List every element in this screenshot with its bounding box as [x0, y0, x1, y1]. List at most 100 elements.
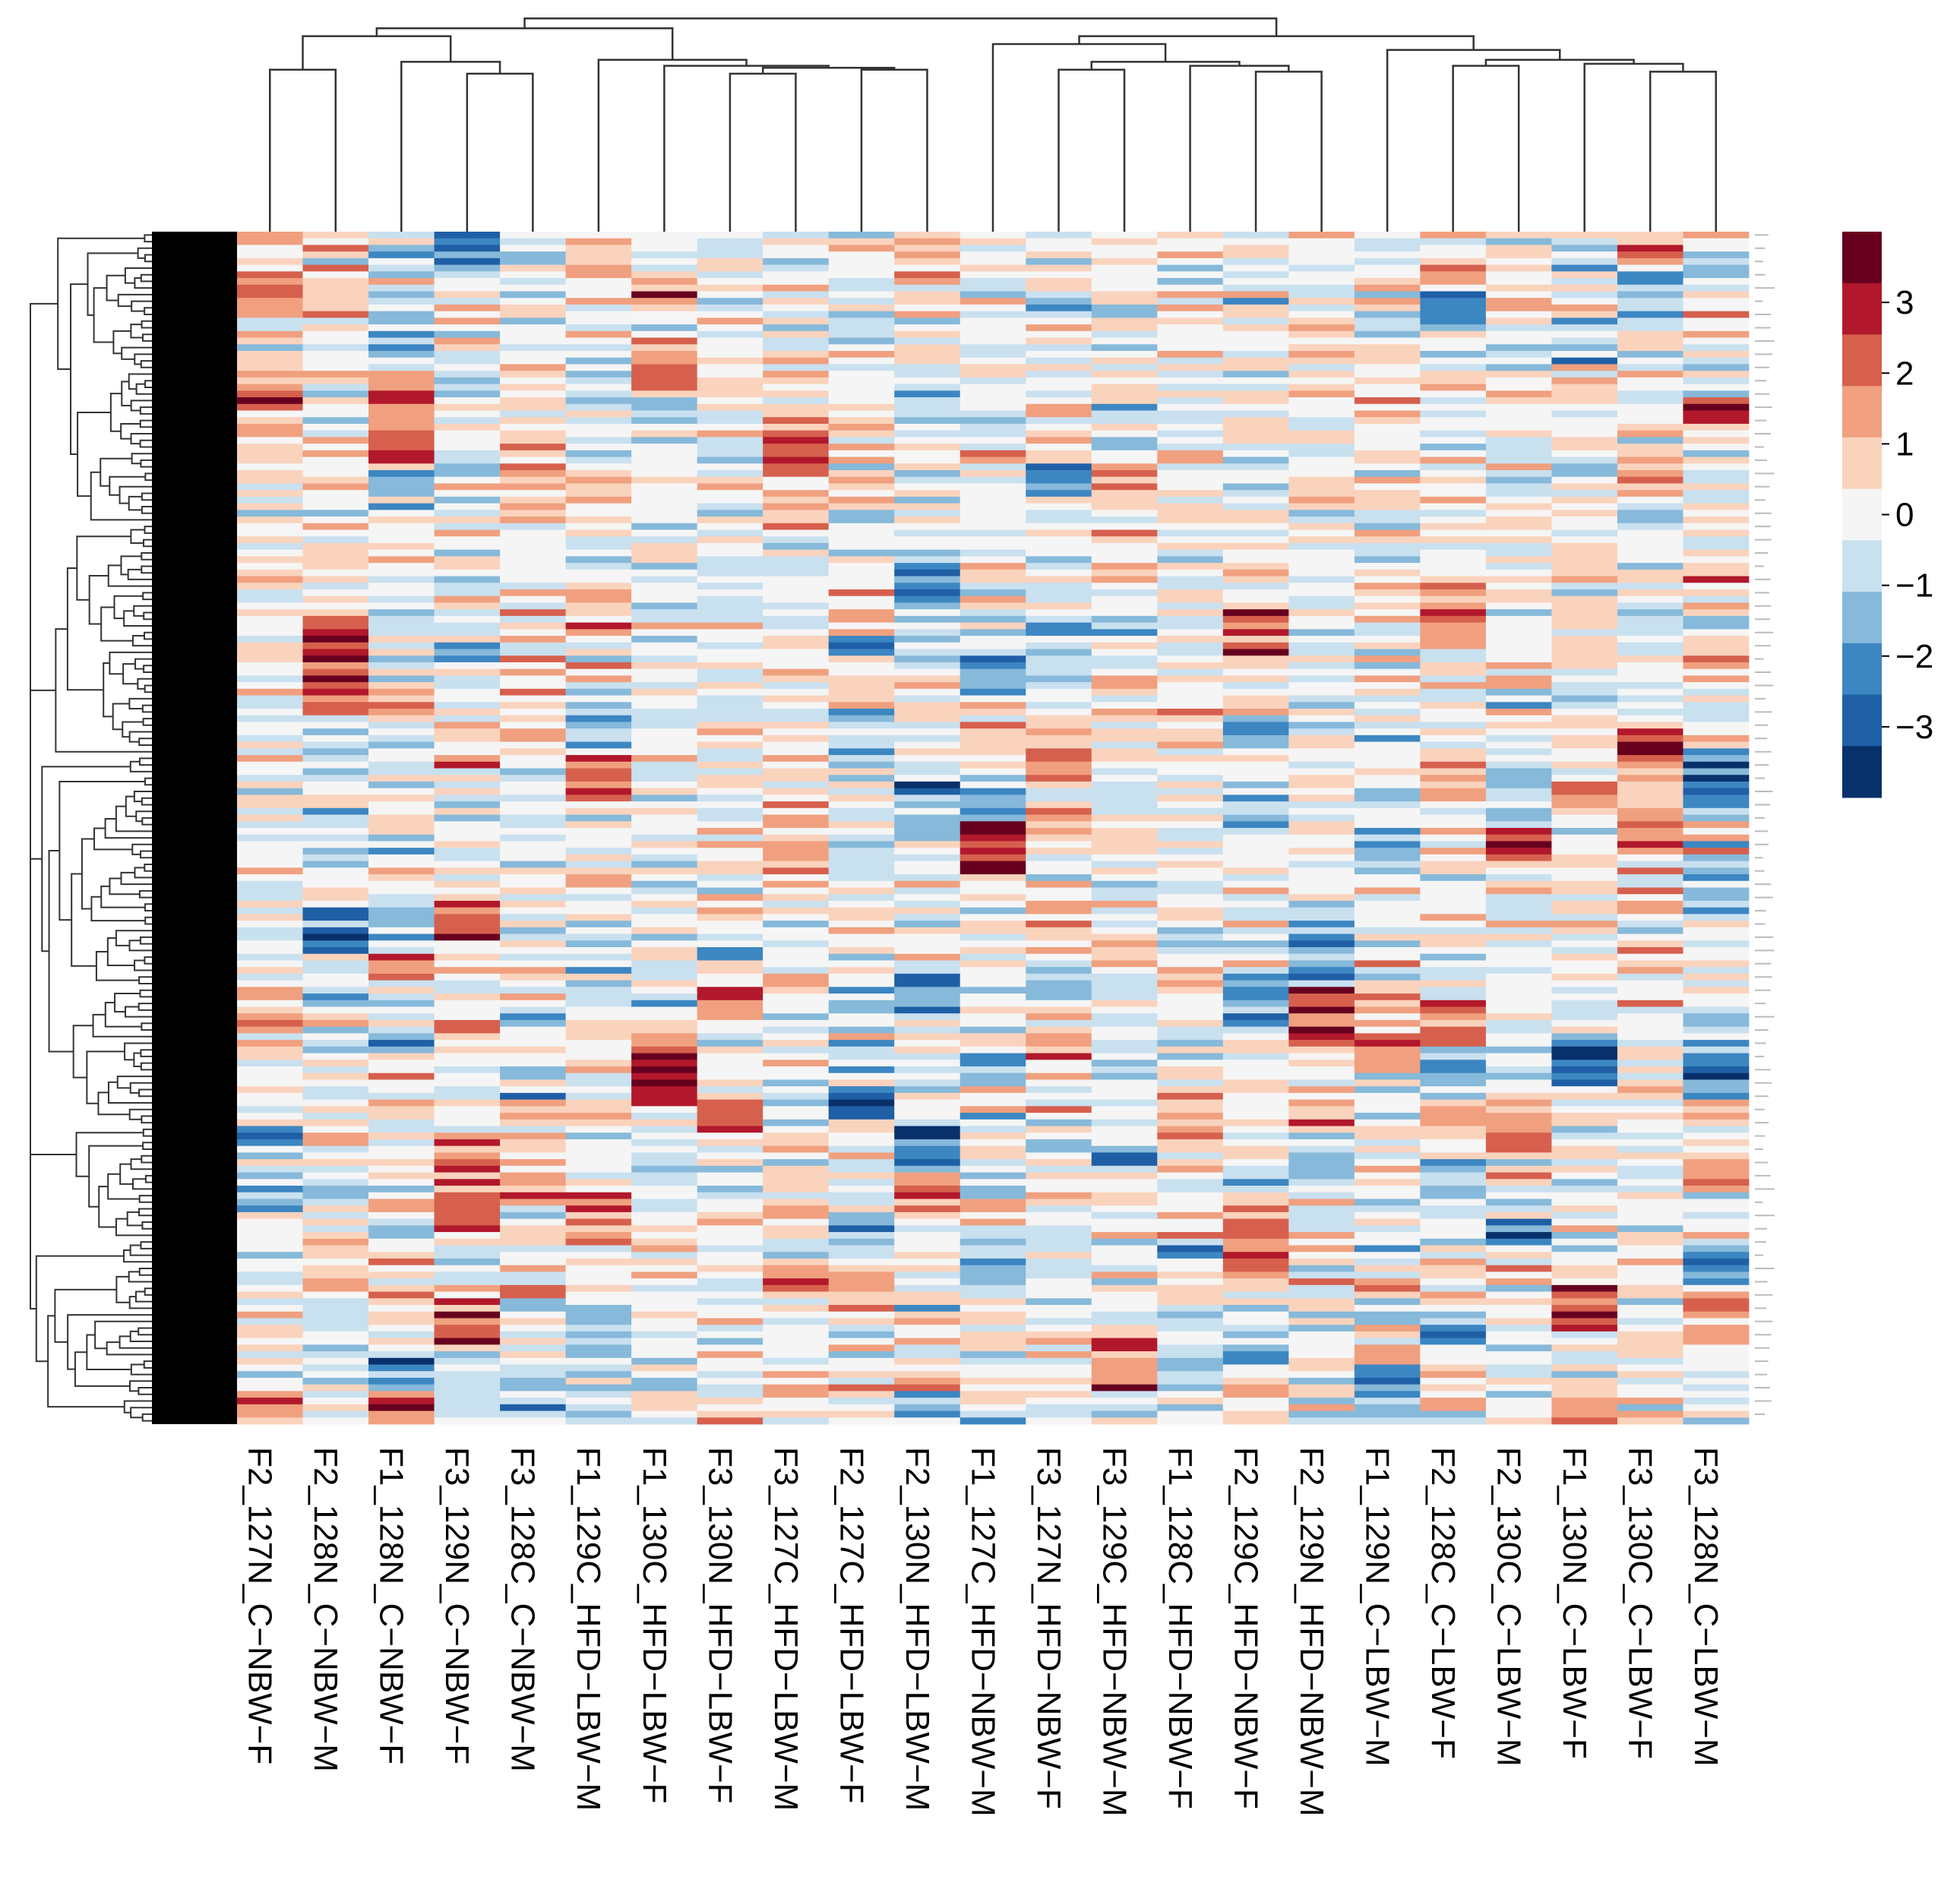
heatmap-cell	[1222, 1377, 1289, 1385]
heatmap-cell	[828, 907, 895, 914]
heatmap-cell	[1091, 861, 1158, 868]
heatmap-cell	[565, 257, 632, 266]
heatmap-cell	[959, 1033, 1026, 1041]
row-dendrogram-branch	[66, 567, 104, 691]
heatmap-cell	[1617, 1364, 1683, 1372]
heatmap-cell	[1617, 278, 1683, 286]
heatmap-cell	[697, 682, 763, 690]
heatmap-cell	[368, 257, 435, 266]
heatmap-cell	[959, 668, 1026, 676]
heatmap-cell	[302, 463, 369, 471]
heatmap-cell	[1288, 1410, 1355, 1418]
heatmap-cell	[1157, 1199, 1224, 1206]
heatmap-cell	[1551, 490, 1618, 498]
heatmap-cell	[1026, 496, 1092, 504]
heatmap-cell	[237, 278, 303, 286]
heatmap-cell	[828, 1019, 895, 1028]
heatmap-cell	[1026, 1417, 1092, 1425]
heatmap-cell	[1288, 1384, 1355, 1391]
heatmap-cell	[763, 1106, 830, 1113]
heatmap-cell	[1617, 1351, 1683, 1359]
heatmap-cell	[959, 629, 1026, 637]
heatmap-cell	[500, 1126, 567, 1133]
heatmap-cell	[1157, 1338, 1224, 1345]
heatmap-cell	[894, 615, 961, 624]
heatmap-cell	[959, 967, 1026, 975]
heatmap-cell	[763, 755, 830, 763]
heatmap-cell	[959, 953, 1026, 961]
heatmap-cell	[368, 232, 435, 239]
heatmap-cell	[368, 1000, 435, 1007]
heatmap-cell	[959, 1404, 1026, 1411]
heatmap-cell	[1091, 1344, 1158, 1352]
heatmap-cell	[1288, 755, 1355, 763]
heatmap-cell	[368, 1060, 435, 1067]
heatmap-cell	[1617, 470, 1683, 478]
heatmap-cell	[434, 278, 501, 286]
heatmap-cell	[1288, 344, 1355, 352]
heatmap-cell	[1617, 1325, 1683, 1332]
heatmap-cell	[1288, 549, 1355, 557]
heatmap-cell	[828, 615, 895, 624]
heatmap-cell	[631, 1026, 698, 1034]
heatmap-cell	[894, 702, 961, 709]
heatmap-cell	[959, 503, 1026, 510]
heatmap-cell	[1026, 1152, 1092, 1160]
heatmap-cell	[1354, 1258, 1421, 1266]
heatmap-cell	[302, 947, 369, 955]
heatmap-cell	[1420, 688, 1487, 696]
heatmap-cell	[1617, 642, 1683, 649]
heatmap-cell	[1091, 1211, 1158, 1220]
heatmap-cell	[434, 1404, 501, 1411]
heatmap-cell	[959, 993, 1026, 1001]
heatmap-cell	[368, 662, 435, 670]
heatmap-cell	[1354, 1099, 1421, 1107]
heatmap-cell	[1157, 257, 1224, 266]
heatmap-cell	[237, 1331, 303, 1339]
heatmap-cell	[1485, 980, 1552, 987]
heatmap-cell	[1091, 695, 1158, 703]
heatmap-cell	[1617, 1053, 1683, 1060]
heatmap-cell	[1617, 403, 1683, 411]
heatmap-cell	[368, 668, 435, 676]
heatmap-cell	[959, 1172, 1026, 1180]
heatmap-cell	[1288, 589, 1355, 597]
heatmap-cell	[1683, 1338, 1750, 1345]
heatmap-cell	[302, 1205, 369, 1213]
heatmap-cell	[959, 781, 1026, 789]
heatmap-cell	[631, 1172, 698, 1180]
heatmap-cell	[763, 232, 830, 239]
heatmap-cell	[1222, 602, 1289, 610]
heatmap-cell	[631, 324, 698, 332]
heatmap-cell	[1354, 403, 1421, 411]
heatmap-cell	[500, 880, 567, 888]
heatmap-cell	[237, 1371, 303, 1379]
heatmap-cell	[1420, 761, 1487, 769]
heatmap-cell	[1157, 933, 1224, 941]
heatmap-cell	[1420, 861, 1487, 868]
heatmap-cell	[1222, 1232, 1289, 1240]
heatmap-cell	[565, 1119, 632, 1126]
heatmap-cell	[959, 1344, 1026, 1352]
heatmap-cell	[1485, 1357, 1552, 1365]
heatmap-cell	[1617, 768, 1683, 776]
heatmap-cell	[763, 960, 830, 968]
heatmap-cell	[434, 1331, 501, 1339]
heatmap-cell	[959, 1145, 1026, 1153]
heatmap-cell	[1157, 556, 1224, 564]
heatmap-cell	[631, 768, 698, 776]
column-label: F3_128C_C−NBW−M	[504, 1447, 542, 1772]
heatmap-cell	[565, 245, 632, 252]
heatmap-cell	[1222, 232, 1289, 239]
heatmap-cell	[894, 807, 961, 815]
heatmap-cell	[1683, 1126, 1750, 1133]
heatmap-cell	[828, 1139, 895, 1147]
heatmap-cell	[763, 880, 830, 888]
heatmap-cell	[237, 284, 303, 292]
column-label: F3_129N_C−NBW−F	[438, 1447, 476, 1764]
heatmap-cell	[434, 1384, 501, 1391]
heatmap-cell	[1354, 709, 1421, 716]
heatmap-cell	[1091, 456, 1158, 464]
heatmap-cell	[1222, 371, 1289, 378]
heatmap-cell	[1157, 794, 1224, 802]
